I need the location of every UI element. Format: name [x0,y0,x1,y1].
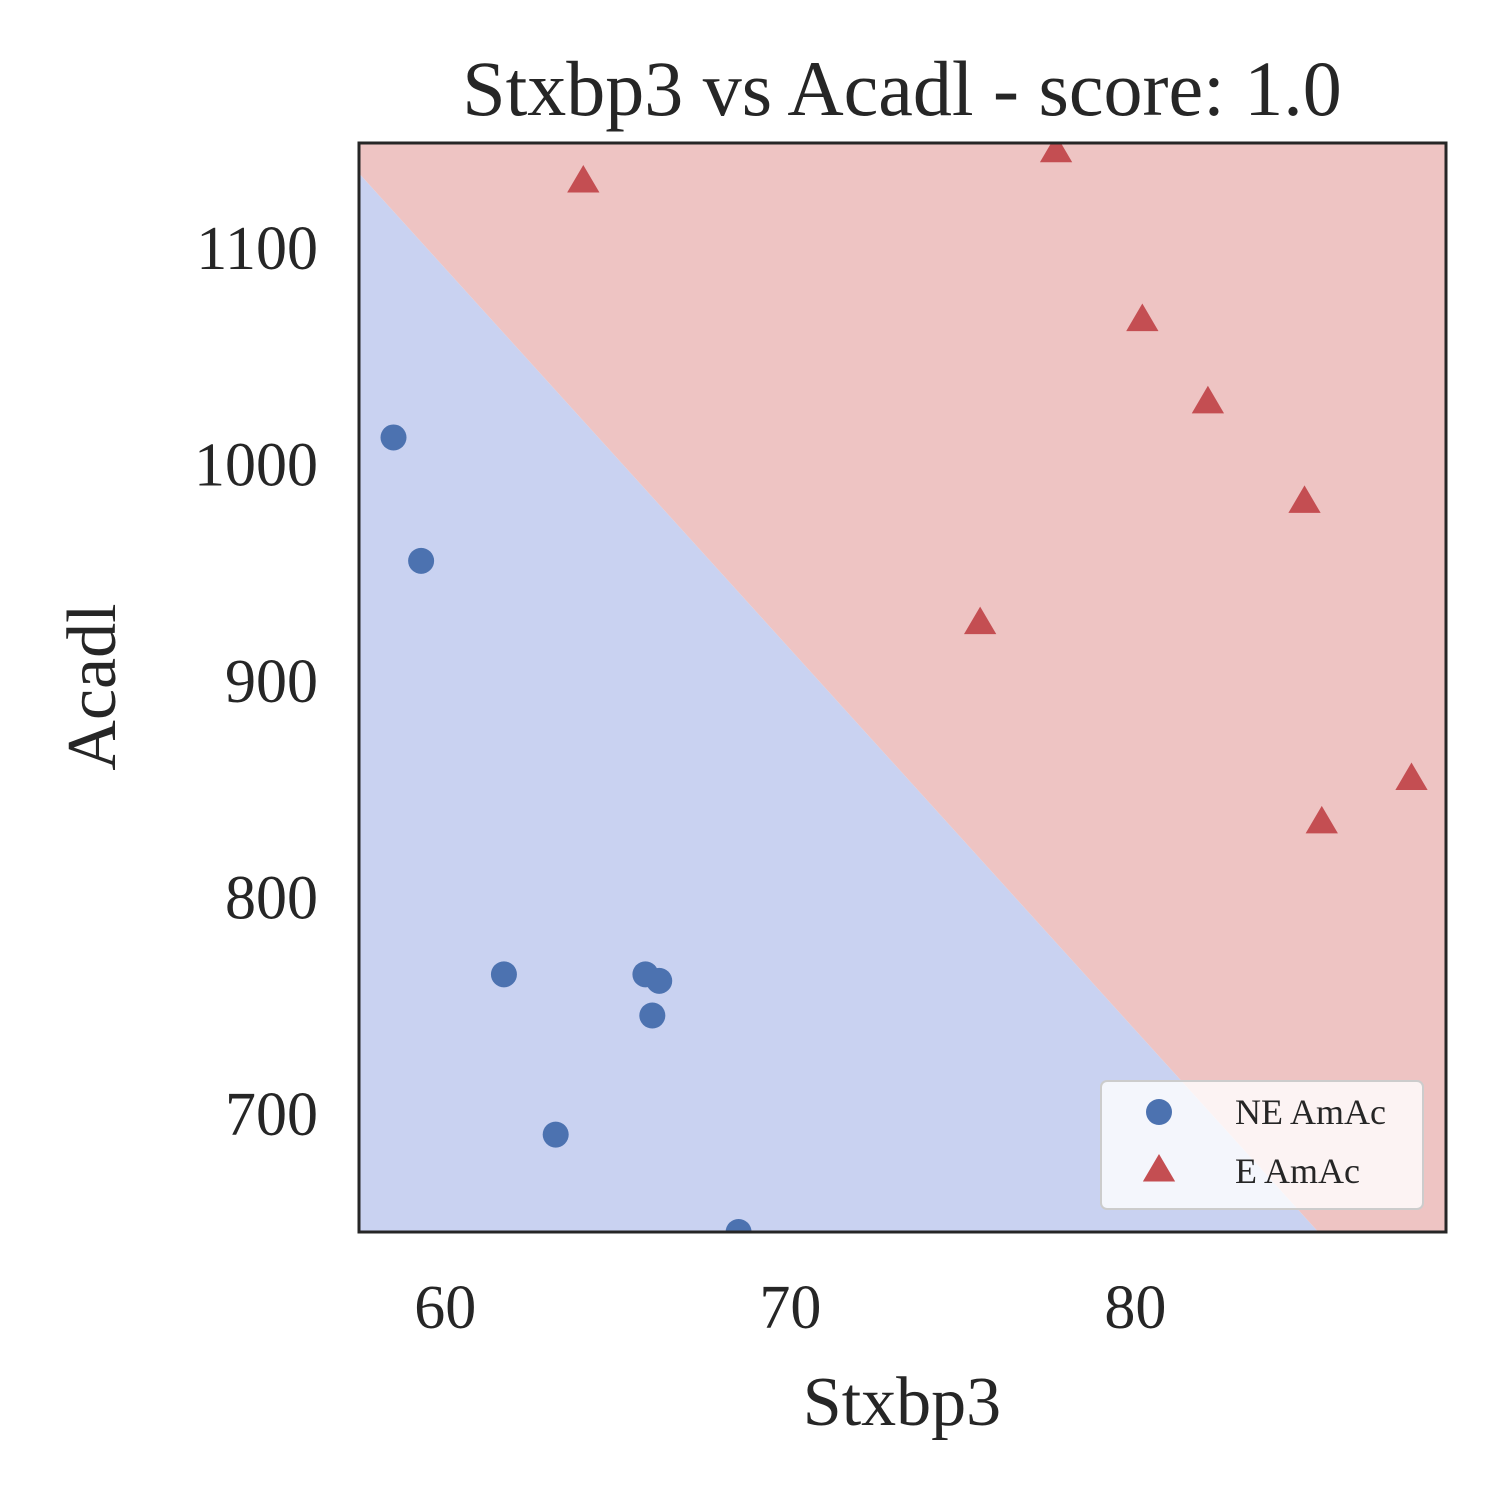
data-point-e-amac [1305,805,1338,834]
legend-marker-circle [1146,1099,1172,1125]
region-e-amac [359,143,1446,1232]
y-tick-label: 800 [225,864,318,932]
y-tick-label: 700 [225,1081,318,1149]
data-point-e-amac [1126,303,1159,332]
data-point-e-amac [567,164,600,193]
y-axis-ticks: 700 800 900 1000 1100 [194,215,318,1149]
plot-frame [357,141,1448,1234]
legend-label: E AmAc [1235,1151,1360,1191]
x-axis-label: Stxbp3 [803,1364,1001,1441]
y-tick-label: 1100 [196,215,318,283]
legend-box [1100,1080,1424,1210]
plot-area [359,143,1446,1232]
data-point-ne-amac [725,1219,752,1232]
data-point-ne-amac [380,424,407,451]
data-point-e-amac [1395,762,1428,791]
data-point-e-amac [1191,385,1225,414]
data-point-ne-amac [639,1002,666,1029]
y-tick-label: 1000 [194,431,318,499]
data-point-e-amac [1288,485,1321,513]
x-tick-label: 70 [759,1274,821,1342]
x-tick-label: 80 [1104,1274,1166,1342]
chart-title: Stxbp3 vs Acadl - score: 1.0 [462,45,1342,132]
x-axis-ticks: 60 70 80 [414,1274,1166,1342]
data-point-e-amac [963,606,997,635]
region-ne-amac [359,143,1319,1232]
legend-marker-triangle [1142,1154,1176,1182]
data-point-e-amac [1039,143,1073,163]
data-point-ne-amac [646,967,673,994]
y-tick-label: 900 [225,648,318,716]
legend-label: NE AmAc [1235,1092,1386,1132]
data-point-ne-amac [490,961,517,988]
data-point-ne-amac [408,547,435,574]
data-point-ne-amac [542,1121,569,1148]
legend: NE AmAc E AmAc [1100,1080,1424,1210]
y-axis-label: Acadl [54,603,131,770]
x-tick-label: 60 [414,1274,476,1342]
